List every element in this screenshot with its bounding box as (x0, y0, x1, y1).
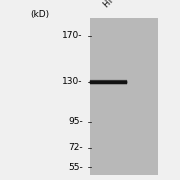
Text: 95-: 95- (68, 117, 83, 126)
Text: (kD): (kD) (30, 10, 49, 19)
Text: 130-: 130- (62, 77, 83, 86)
Text: HT-29: HT-29 (102, 0, 125, 9)
Bar (90, 18, 158, 175)
Text: 55-: 55- (68, 163, 83, 172)
Text: 170-: 170- (62, 31, 83, 40)
Text: 72-: 72- (68, 143, 83, 152)
